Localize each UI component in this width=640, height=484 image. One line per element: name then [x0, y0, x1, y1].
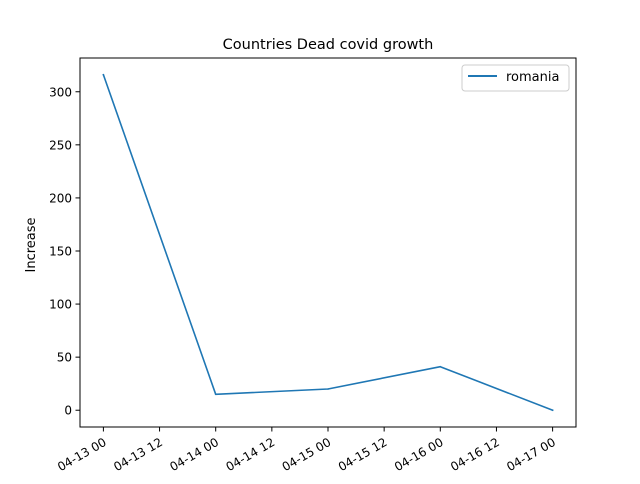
plot-frame [79, 57, 577, 428]
y-tick-label: 50 [57, 351, 72, 365]
x-tick-label: 04-15 12 [336, 435, 390, 474]
x-tick-label: 04-17 00 [504, 435, 558, 474]
series-layer [102, 73, 554, 412]
y-tick-label: 0 [64, 404, 72, 418]
data-point [551, 409, 554, 412]
x-tick-label: 04-13 00 [55, 435, 109, 474]
y-tick-label: 300 [49, 85, 72, 99]
legend-box [461, 64, 570, 92]
chart-title: Countries Dead covid growth [223, 37, 434, 53]
x-tick-label: 04-16 12 [448, 435, 502, 474]
y-axis-label: Increase [24, 217, 39, 272]
data-point [214, 393, 217, 396]
legend: romania [461, 64, 570, 92]
y-tick-label: 150 [49, 244, 72, 258]
y-ticks: 0 50 100 150 200 250 300 [49, 85, 80, 418]
x-tick-label: 04-14 00 [167, 435, 221, 474]
x-tick-label: 04-14 12 [224, 435, 278, 474]
legend-label: romania [506, 70, 559, 85]
x-tick-label: 04-13 12 [111, 435, 165, 474]
x-ticks: 04-13 00 04-13 12 04-14 00 04-14 12 04-15 00… [55, 427, 558, 474]
x-tick-label: 04-16 00 [392, 435, 446, 474]
data-point [439, 365, 442, 368]
data-point [327, 388, 329, 390]
series-line-romania [102, 73, 554, 412]
y-tick-label: 100 [49, 298, 72, 312]
y-tick-label: 250 [49, 138, 72, 152]
data-point [102, 73, 105, 76]
y-tick-label: 200 [49, 191, 72, 205]
x-tick-label: 04-15 00 [280, 435, 334, 474]
